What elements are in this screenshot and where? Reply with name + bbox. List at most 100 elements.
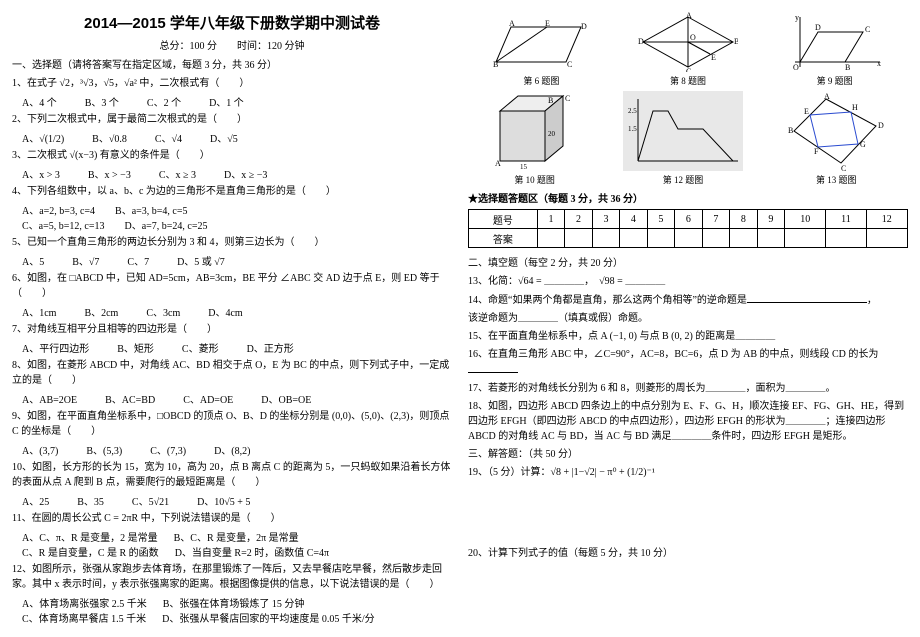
svg-text:F: F: [814, 147, 819, 156]
right-column: AED BC 第 6 题图 A B C D O E 第 8 题图: [468, 12, 908, 625]
q9-c: C、(7,3): [150, 442, 186, 457]
q12-opts: A、体育场离张强家 2.5 千米 B、张强在体育场锻炼了 15 分钟: [22, 595, 452, 610]
th-4: 4: [620, 210, 647, 229]
q4-stem: 4、下列各组数中，以 a、b、c 为边的三角形不是直角三角形的是（ ）: [12, 184, 452, 199]
svg-text:D: D: [878, 121, 884, 130]
svg-text:O: O: [793, 63, 799, 72]
svg-text:A: A: [495, 159, 501, 168]
th-11: 11: [826, 210, 866, 229]
distance-graph-icon: 2.51.5: [623, 91, 743, 171]
svg-text:B: B: [548, 96, 553, 105]
fig6-cap: 第 6 题图: [491, 74, 591, 87]
left-column: 2014—2015 学年八年级下册数学期中测试卷 总分：100 分 时间：120…: [12, 12, 452, 625]
q2-opts: A、√(1/2) B、√0.8 C、√4 D、√5: [22, 130, 452, 145]
section3-intro: 三、解答题：（共 50 分）: [468, 447, 908, 462]
q19: 19、（5 分）计算：√8 + |1−√2| − π⁰ + (1/2)⁻¹: [468, 465, 908, 480]
svg-text:x: x: [877, 59, 881, 68]
q2-c: C、√4: [155, 130, 182, 145]
q1-c: C、2 个: [147, 94, 181, 109]
q4-c: C、a=5, b=12, c=13: [22, 217, 104, 232]
th-5: 5: [647, 210, 674, 229]
th-6: 6: [675, 210, 702, 229]
q4-d: D、a=7, b=24, c=25: [124, 217, 207, 232]
q11-a: A、C、π、R 是变量，2 是常量: [22, 529, 158, 544]
svg-text:C: C: [865, 25, 870, 34]
exam-subtitle: 总分：100 分 时间：120 分钟: [12, 37, 452, 52]
q1-stem: 1、在式子 √2，³√3，√5，√a² 中，二次根式有（ ）: [12, 76, 452, 91]
answer-area-label: ★选择题答题区（每题 3 分，共 36 分）: [468, 190, 908, 205]
q9-a: A、(3,7): [22, 442, 58, 457]
q16-t: 16、在直角三角形 ABC 中，∠C=90°，AC=8，BC=6，点 D 为 A…: [468, 349, 878, 360]
q17: 17、若菱形的对角线长分别为 6 和 8，则菱形的周长为＿＿＿＿，面积为＿＿＿＿…: [468, 381, 908, 396]
q14-a: 14、命题“如果两个角都是直角，那么这两个角相等”的逆命题是: [468, 295, 747, 306]
midpoint-quad-icon: AD CB HG FE: [786, 91, 886, 171]
q11-b: B、C、R 是变量，2π 是常量: [174, 529, 299, 544]
q3-d: D、x ≥ −3: [224, 166, 267, 181]
q7-b: B、矩形: [117, 340, 154, 355]
parallelogram-icon: AED BC: [491, 17, 591, 72]
q4-a: A、a=2, b=3, c=4: [22, 202, 95, 217]
th-2: 2: [565, 210, 592, 229]
fig13-cap: 第 13 题图: [786, 173, 886, 186]
q2-b: B、√0.8: [92, 130, 127, 145]
th-10: 10: [785, 210, 826, 229]
th-3: 3: [592, 210, 619, 229]
th-12: 12: [866, 210, 907, 229]
q12-opts2: C、体育场离早餐店 1.5 千米 D、张强从早餐店回家的平均速度是 0.05 千…: [22, 610, 452, 625]
svg-text:2.5: 2.5: [628, 107, 637, 115]
svg-text:A: A: [824, 92, 830, 101]
q7-c: C、菱形: [182, 340, 219, 355]
figure-row-2: B C A 20 15 第 10 题图 2.51.5 第 12 题图: [468, 91, 908, 186]
q13: 13、化简：√64 = ＿＿＿＿， √98 = ＿＿＿＿: [468, 274, 908, 289]
q6-opts: A、1cm B、2cm C、3cm D、4cm: [22, 304, 452, 319]
svg-text:B: B: [788, 126, 793, 135]
svg-text:O: O: [690, 33, 696, 42]
fig6: AED BC 第 6 题图: [491, 17, 591, 87]
q1-opts: A、4 个 B、3 个 C、2 个 D、1 个: [22, 94, 452, 109]
q4-b: B、a=3, b=4, c=5: [115, 202, 187, 217]
fig8-cap: 第 8 题图: [638, 74, 738, 87]
q1-a: A、4 个: [22, 94, 57, 109]
fig9: OB DC xy 第 9 题图: [785, 12, 885, 87]
svg-text:C: C: [841, 164, 846, 171]
svg-text:E: E: [711, 53, 716, 62]
q7-opts: A、平行四边形 B、矩形 C、菱形 D、正方形: [22, 340, 452, 355]
q11-opts: A、C、π、R 是变量，2 是常量 B、C、R 是变量，2π 是常量: [22, 529, 452, 544]
q9-b: B、(5,3): [86, 442, 122, 457]
th-8: 8: [730, 210, 757, 229]
svg-text:15: 15: [520, 163, 528, 171]
coord-parallelogram-icon: OB DC xy: [785, 12, 885, 72]
q8-d: D、OB=OE: [261, 391, 311, 406]
svg-text:D: D: [638, 37, 644, 46]
td-label: 答案: [469, 229, 538, 248]
fig10-cap: 第 10 题图: [490, 173, 580, 186]
q4-opts2: C、a=5, b=12, c=13 D、a=7, b=24, c=25: [22, 217, 452, 232]
blank[interactable]: [468, 362, 518, 373]
svg-text:C: C: [565, 94, 570, 103]
q20: 20、计算下列式子的值（每题 5 分，共 10 分）: [468, 546, 908, 561]
q8-stem: 8、如图，在菱形 ABCD 中，对角线 AC、BD 相交于点 O，E 为 BC …: [12, 358, 452, 388]
th-7: 7: [702, 210, 729, 229]
q11-d: D、当自变量 R=2 时，函数值 C=4π: [175, 544, 329, 559]
fig9-cap: 第 9 题图: [785, 74, 885, 87]
q4-opts: A、a=2, b=3, c=4 B、a=3, b=4, c=5: [22, 202, 452, 217]
svg-text:20: 20: [548, 130, 556, 138]
q12-a: A、体育场离张强家 2.5 千米: [22, 595, 147, 610]
fig12-cap: 第 12 题图: [623, 173, 743, 186]
svg-text:G: G: [860, 140, 866, 149]
q12-d: D、张强从早餐店回家的平均速度是 0.05 千米/分: [162, 610, 375, 625]
q11-opts2: C、R 是自变量，C 是 R 的函数 D、当自变量 R=2 时，函数值 C=4π: [22, 544, 452, 559]
svg-text:D: D: [815, 23, 821, 32]
q3-b: B、x > −3: [88, 166, 131, 181]
svg-text:H: H: [852, 103, 858, 112]
table-row-header: 题号 1 2 3 4 5 6 7 8 9 10 11 12: [469, 210, 908, 229]
q1-b: B、3 个: [85, 94, 119, 109]
blank[interactable]: [747, 292, 867, 303]
rhombus-icon: AB CD OE: [638, 12, 738, 72]
q3-stem: 3、二次根式 √(x−3) 有意义的条件是（ ）: [12, 148, 452, 163]
q5-d: D、5 或 √7: [177, 253, 225, 268]
q3-opts: A、x > 3 B、x > −3 C、x ≥ 3 D、x ≥ −3: [22, 166, 452, 181]
q15: 15、在平面直角坐标系中，点 A (−1, 0) 与点 B (0, 2) 的距离…: [468, 329, 908, 344]
q5-stem: 5、已知一个直角三角形的两边长分别为 3 和 4，则第三边长为（ ）: [12, 235, 452, 250]
q8-opts: A、AB=2OE B、AC=BD C、AD=OE D、OB=OE: [22, 391, 452, 406]
